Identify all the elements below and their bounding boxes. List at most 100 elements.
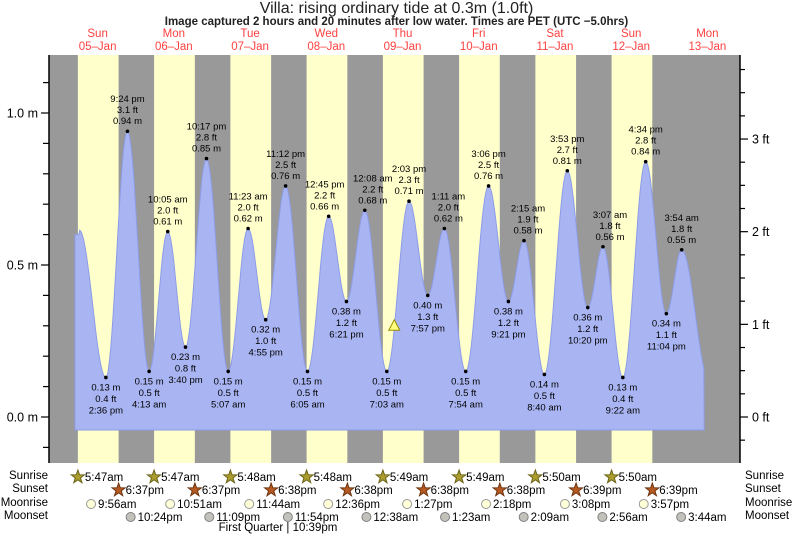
low-tide-label-line: 3:40 pm <box>168 375 202 386</box>
tide-extreme-dot <box>601 244 605 249</box>
sunrise-star-icon <box>69 468 86 484</box>
tide-extreme-dot <box>679 248 684 252</box>
sunset-time-label: 6:37pm <box>202 485 240 497</box>
tide-extreme-dot <box>643 159 648 164</box>
high-tide-label-line: 1.8 ft <box>599 221 620 232</box>
low-tide-label-line: 11:04 pm <box>647 342 686 353</box>
sunrise-time-label: 5:47am <box>161 472 199 484</box>
sunrise-star-icon <box>603 468 620 484</box>
sunset-row-label: Sunset <box>745 483 781 495</box>
sunset-star-icon <box>567 481 585 497</box>
sunset-star-icon <box>110 481 127 497</box>
low-tide-label-line: 0.5 ft <box>534 391 555 402</box>
day-name-label: Wed <box>315 28 338 40</box>
tide-extreme-dot <box>363 208 367 213</box>
low-tide-label-line: 0.32 m <box>251 325 280 336</box>
high-tide-label-line: 3.1 ft <box>117 105 138 116</box>
high-tide-label-line: 0.55 m <box>667 235 696 246</box>
high-tide-label-line: 3:53 pm <box>550 134 584 145</box>
sunrise-time-label: 5:47am <box>85 472 123 484</box>
sunset-star-icon <box>186 481 203 497</box>
day-name-label: Mon <box>696 28 718 40</box>
moonset-row-label: Moonset <box>3 510 48 522</box>
moonset-time-label: 3:44am <box>688 512 726 524</box>
low-tide-label-line: 0.5 ft <box>297 388 318 399</box>
moonset-icon <box>597 512 608 522</box>
moonrise-icon <box>638 499 649 509</box>
tide-extreme-dot <box>125 129 130 134</box>
moonset-time-label: 2:56am <box>609 512 647 524</box>
low-tide-label-line: 9:22 am <box>606 405 640 416</box>
low-tide-label-line: 6:21 pm <box>329 329 363 340</box>
moonset-icon <box>361 512 372 522</box>
sunset-time-label: 6:38pm <box>354 485 392 497</box>
high-tide-label-line: 2.5 ft <box>275 160 296 171</box>
low-tide-label-line: 1.1 ft <box>656 330 677 341</box>
day-name-label: Tue <box>240 28 259 40</box>
day-name-label: Mon <box>163 28 185 40</box>
high-tide-label-line: 2.7 ft <box>557 145 578 156</box>
low-tide-label-line: 0.38 m <box>332 306 361 317</box>
right-axis-tick-label: 1 ft <box>752 318 770 332</box>
high-tide-label-line: 3:07 am <box>593 210 627 221</box>
sunrise-star-icon <box>527 468 544 484</box>
sunset-star-icon <box>491 481 508 497</box>
high-tide-label-line: 2.2 ft <box>362 184 383 195</box>
high-tide-label-line: 10:05 am <box>148 195 188 206</box>
high-tide-label-line: 0.68 m <box>358 195 387 206</box>
moonrise-time-label: 3:57pm <box>651 499 689 511</box>
day-name-label: Sun <box>87 28 107 40</box>
tide-extreme-dot <box>506 299 511 304</box>
low-tide-label-line: 0.15 m <box>451 376 480 387</box>
sunset-time-label: 6:37pm <box>126 485 164 497</box>
high-tide-label-line: 0.71 m <box>394 186 423 197</box>
sunset-star-icon <box>644 481 661 497</box>
moonset-time-label: 10:24pm <box>138 512 183 524</box>
day-date-label: 10–Jan <box>460 41 498 53</box>
high-tide-label-line: 3:54 am <box>665 213 699 224</box>
moonset-time-label: 12:38am <box>373 512 418 524</box>
day-date-label: 12–Jan <box>612 41 650 53</box>
moonset-icon <box>282 512 293 522</box>
moonrise-row-label: Moonrise <box>0 497 48 509</box>
right-axis-tick-label: 3 ft <box>752 133 770 147</box>
moonrise-icon <box>244 499 255 509</box>
right-axis-tick-label: 0 ft <box>752 411 770 425</box>
low-tide-label-line: 7:03 am <box>370 399 404 410</box>
tide-extreme-dot <box>384 369 389 374</box>
moonrise-icon <box>165 499 176 509</box>
sunset-time-label: 6:38pm <box>507 485 545 497</box>
moonrise-time-label: 12:36pm <box>335 499 380 511</box>
low-tide-label-line: 1.2 ft <box>577 324 598 335</box>
sunset-time-label: 6:38pm <box>431 485 469 497</box>
moonset-row-label: Moonset <box>745 510 790 522</box>
high-tide-label-line: 4:34 pm <box>629 125 663 136</box>
high-tide-label-line: 2.3 ft <box>398 175 419 186</box>
high-tide-label-line: 0.56 m <box>595 232 624 243</box>
moon-phase: First Quarter | 10:39pm <box>218 522 338 534</box>
moonset-time-label: 1:23am <box>452 512 490 524</box>
low-tide-label-line: 10:20 pm <box>568 336 608 347</box>
day-date-label: 13–Jan <box>689 41 727 53</box>
high-tide-label-line: 0.84 m <box>631 147 660 158</box>
tide-extreme-dot <box>542 372 547 377</box>
sunset-star-icon <box>339 481 356 497</box>
high-tide-label-line: 0.58 m <box>513 226 542 237</box>
moonset-icon <box>676 512 687 522</box>
sunset-time-label: 6:39pm <box>583 485 621 497</box>
low-tide-label-line: 4:55 pm <box>249 348 283 359</box>
low-tide-label-line: 0.5 ft <box>455 388 476 399</box>
left-axis-tick-label: 1.0 m <box>7 107 38 121</box>
moonrise-time-label: 9:56am <box>98 499 136 511</box>
tide-extreme-dot <box>183 345 188 349</box>
tide-curve-area <box>74 130 705 431</box>
sunset-time-label: 6:39pm <box>659 485 697 497</box>
low-tide-label-line: 1.3 ft <box>417 312 438 323</box>
low-tide-label-line: 0.34 m <box>652 319 681 330</box>
low-tide-label-line: 0.4 ft <box>612 394 633 405</box>
high-tide-label-line: 2.8 ft <box>635 136 656 147</box>
sunset-star-icon <box>415 481 432 497</box>
moonrise-icon <box>481 499 492 509</box>
moonrise-time-label: 11:44am <box>256 499 300 511</box>
high-tide-label-line: 0.81 m <box>553 156 582 167</box>
